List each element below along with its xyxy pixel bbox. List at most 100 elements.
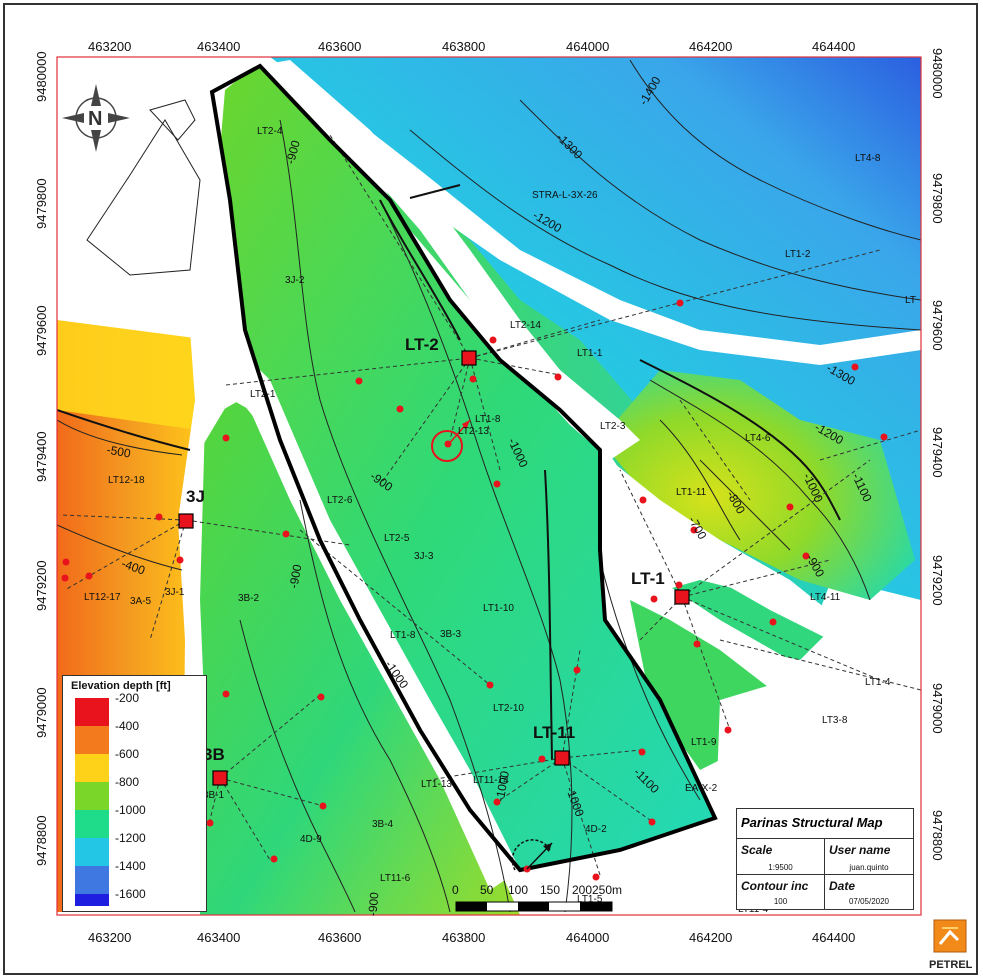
svg-text:463800: 463800 bbox=[442, 930, 485, 945]
legend-label: -1400 bbox=[115, 859, 146, 873]
date-label: Date bbox=[829, 879, 856, 893]
well-dots bbox=[61, 299, 888, 881]
well-name-labels: LT2-1 3J-2 LT2-14 LT1-1 LT2-4 LT1-8 LT2-… bbox=[84, 126, 916, 915]
svg-text:LT2-1: LT2-1 bbox=[250, 389, 276, 400]
well-lt1-marker bbox=[674, 589, 690, 605]
fault-gap-6 bbox=[57, 290, 210, 340]
fault-gap-7 bbox=[320, 100, 921, 365]
contour-labels: -1400 -1300 -1200 -900 -1000 -900 -1300 … bbox=[106, 74, 875, 917]
elevation-legend: Elevation depth [ft] -200 -400 -600 -800… bbox=[62, 675, 207, 912]
svg-text:463400: 463400 bbox=[197, 39, 240, 54]
legend-label: -1600 bbox=[115, 887, 146, 901]
username-value: juan.quinto bbox=[849, 863, 889, 872]
svg-text:464400: 464400 bbox=[812, 930, 855, 945]
svg-text:LT1-8: LT1-8 bbox=[390, 630, 416, 641]
svg-text:LT11-14: LT11-14 bbox=[473, 775, 509, 786]
svg-text:LT1-1: LT1-1 bbox=[577, 348, 603, 359]
svg-text:STRA-L-3X-26: STRA-L-3X-26 bbox=[532, 190, 598, 201]
svg-text:464000: 464000 bbox=[566, 39, 609, 54]
svg-text:9479200: 9479200 bbox=[930, 555, 945, 606]
svg-text:3B-4: 3B-4 bbox=[372, 819, 394, 830]
well-lt11-label: LT-11 bbox=[533, 723, 575, 742]
svg-text:463400: 463400 bbox=[197, 930, 240, 945]
legend-label: -800 bbox=[115, 775, 140, 789]
svg-text:-900: -900 bbox=[365, 891, 381, 916]
fault-gap-2 bbox=[215, 340, 520, 890]
contour-label: Contour inc bbox=[741, 879, 809, 893]
svg-text:250m: 250m bbox=[592, 883, 622, 897]
svg-text:100: 100 bbox=[508, 883, 528, 897]
svg-text:LT1-10: LT1-10 bbox=[483, 603, 514, 614]
svg-text:LT: LT bbox=[905, 295, 916, 306]
title-block: Parinas Structural Map Scale 1:9500 User… bbox=[736, 808, 914, 910]
legend-swatch bbox=[75, 782, 109, 810]
svg-text:EA-X-2: EA-X-2 bbox=[685, 783, 718, 794]
svg-text:LT3-8: LT3-8 bbox=[822, 715, 848, 726]
svg-text:463200: 463200 bbox=[88, 930, 131, 945]
well-3j-marker bbox=[178, 513, 194, 529]
svg-text:9479400: 9479400 bbox=[930, 427, 945, 478]
svg-text:9479200: 9479200 bbox=[34, 560, 49, 611]
svg-text:-900: -900 bbox=[286, 563, 304, 589]
svg-text:0: 0 bbox=[452, 883, 459, 897]
svg-text:LT12-18: LT12-18 bbox=[108, 475, 145, 486]
svg-text:3J-1: 3J-1 bbox=[165, 587, 185, 598]
svg-text:4D-2: 4D-2 bbox=[585, 824, 607, 835]
well-3j-label: 3J bbox=[186, 487, 205, 506]
svg-text:LT1-13: LT1-13 bbox=[421, 779, 452, 790]
svg-text:464200: 464200 bbox=[689, 930, 732, 945]
svg-text:3J-2: 3J-2 bbox=[285, 275, 305, 286]
scale-bar: 0 50 100 150 200 250m bbox=[452, 883, 622, 912]
map-frame bbox=[3, 3, 978, 975]
svg-text:9479600: 9479600 bbox=[930, 300, 945, 351]
petrel-logo: PETREL bbox=[928, 918, 973, 974]
svg-text:LT1-11: LT1-11 bbox=[676, 487, 707, 498]
legend-title: Elevation depth [ft] bbox=[71, 680, 171, 692]
svg-text:9479800: 9479800 bbox=[930, 173, 945, 224]
highlighted-wells: LT-2 3J LT-1 3B LT-11 bbox=[178, 335, 690, 786]
svg-text:LT1-8: LT1-8 bbox=[475, 414, 501, 425]
block-lt1 bbox=[600, 370, 915, 600]
y-axis-left: 9480000 9479800 9479600 9479400 9479200 … bbox=[34, 51, 49, 866]
scale-label: Scale bbox=[741, 843, 773, 857]
fault-block-outline bbox=[209, 63, 718, 873]
svg-text:50: 50 bbox=[480, 883, 494, 897]
well-lt2-marker bbox=[461, 350, 477, 366]
legend-item: -400 bbox=[75, 719, 200, 754]
svg-text:LT2-6: LT2-6 bbox=[327, 495, 353, 506]
svg-text:4D-9: 4D-9 bbox=[300, 834, 322, 845]
date-cell: Date 07/05/2020 bbox=[825, 875, 913, 909]
svg-text:463600: 463600 bbox=[318, 930, 361, 945]
legend-item: -600 bbox=[75, 747, 200, 782]
legend-item: -200 bbox=[75, 691, 200, 726]
legend-label: -400 bbox=[115, 719, 140, 733]
svg-text:9480000: 9480000 bbox=[34, 51, 49, 102]
legend-label: -600 bbox=[115, 747, 140, 761]
svg-text:LT4-8: LT4-8 bbox=[855, 153, 881, 164]
svg-text:9480000: 9480000 bbox=[930, 48, 945, 99]
svg-text:463600: 463600 bbox=[318, 39, 361, 54]
fault-gap-1 bbox=[255, 60, 640, 460]
legend-item: -1600 bbox=[75, 887, 200, 906]
svg-text:LT11-6: LT11-6 bbox=[380, 873, 411, 884]
svg-text:464000: 464000 bbox=[566, 930, 609, 945]
block-southwest bbox=[200, 400, 520, 915]
svg-text:LT1-9: LT1-9 bbox=[691, 737, 717, 748]
legend-item: -1400 bbox=[75, 859, 200, 894]
map-border bbox=[56, 56, 922, 916]
scale-value: 1:9500 bbox=[768, 863, 793, 872]
well-lt2-label: LT-2 bbox=[405, 335, 439, 354]
map-surfaces bbox=[57, 57, 921, 915]
block-main bbox=[212, 66, 715, 870]
svg-text:9479000: 9479000 bbox=[34, 687, 49, 738]
target-circle bbox=[431, 430, 463, 462]
svg-text:3B-3: 3B-3 bbox=[440, 629, 462, 640]
svg-text:464400: 464400 bbox=[812, 39, 855, 54]
legend-item: -1000 bbox=[75, 803, 200, 838]
svg-text:LT4-11: LT4-11 bbox=[810, 592, 841, 603]
legend-label: -200 bbox=[115, 691, 140, 705]
fault-gap-4 bbox=[620, 560, 790, 700]
well-3b-marker bbox=[212, 770, 228, 786]
well-3b-label: 3B bbox=[203, 745, 225, 764]
legend-swatch bbox=[75, 754, 109, 782]
